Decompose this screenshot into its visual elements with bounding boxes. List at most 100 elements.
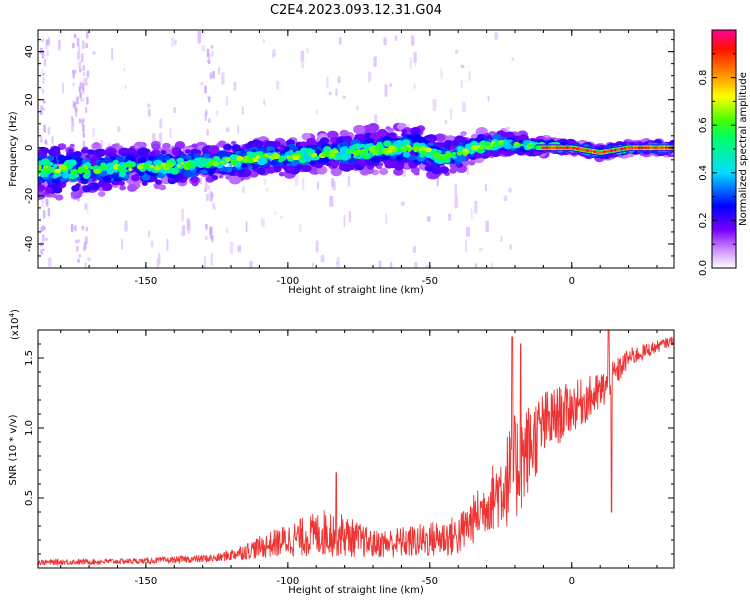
spectral-blob	[555, 146, 559, 150]
spectral-blob	[207, 160, 214, 166]
colorbar-gradient	[712, 30, 736, 268]
noise-speck	[80, 53, 84, 63]
spectral-blob	[402, 151, 411, 158]
noise-speck	[206, 48, 210, 58]
spectral-blob	[451, 151, 457, 156]
spectral-blob	[303, 167, 309, 172]
noise-speck	[45, 199, 49, 205]
snr-ylabel: SNR (10 * v/v)	[8, 414, 19, 485]
spectral-blob	[334, 150, 339, 154]
spectral-blob	[589, 149, 593, 153]
spectral-blob	[137, 164, 144, 170]
noise-speck	[206, 193, 209, 202]
noise-speck	[385, 213, 388, 225]
noise-speck	[204, 235, 208, 241]
spectral-blob	[69, 143, 75, 148]
spectral-blob	[388, 145, 395, 150]
snr-line	[38, 330, 674, 567]
noise-speck	[76, 37, 80, 47]
noise-speck	[208, 96, 211, 103]
noise-speck	[82, 132, 86, 138]
spectral-blob	[261, 154, 266, 158]
spectral-blob	[643, 146, 648, 150]
spectral-blob	[307, 151, 312, 156]
noise-speck	[74, 225, 77, 232]
spectral-blob	[519, 143, 524, 147]
noise-speck	[70, 223, 74, 233]
spectral-blob	[127, 184, 138, 192]
spectral-blob	[410, 134, 421, 143]
noise-speck	[356, 105, 360, 111]
noise-speck	[383, 37, 387, 46]
noise-speck	[87, 257, 91, 262]
spectral-blob	[463, 148, 468, 153]
noise-speck	[85, 43, 88, 49]
noise-speck	[86, 31, 89, 39]
spectral-blob	[324, 150, 330, 154]
spectral-blob	[460, 131, 467, 137]
noise-speck	[79, 91, 82, 99]
snr-scale-prefix: (x10	[10, 317, 21, 340]
spectral-blob	[86, 149, 94, 155]
spectral-blob	[228, 174, 242, 185]
spectral-blob	[251, 148, 257, 153]
noise-speck	[500, 235, 503, 243]
noise-speck	[298, 223, 302, 233]
noise-speck	[328, 91, 332, 95]
noise-speck	[46, 39, 49, 46]
spectral-blob	[454, 135, 465, 144]
spectral-blob	[387, 150, 392, 154]
spectral-blob	[270, 161, 276, 166]
noise-speck	[294, 173, 299, 186]
spectral-blob	[155, 179, 160, 184]
noise-speck	[315, 109, 318, 115]
spectral-blob	[102, 175, 112, 183]
spectral-blob	[394, 162, 404, 171]
spectral-blob	[112, 159, 119, 165]
spectrogram-heatmap	[38, 30, 674, 268]
noise-speck	[47, 127, 51, 135]
spectral-blob	[158, 184, 167, 191]
noise-speck	[187, 221, 191, 234]
spectral-blob	[268, 155, 272, 159]
spectral-blob	[51, 169, 56, 173]
spectral-blob	[562, 146, 566, 150]
noise-speck	[111, 48, 114, 61]
spectral-blob	[311, 154, 315, 158]
spectral-blob	[136, 148, 146, 156]
noise-speck	[42, 107, 45, 111]
noise-speck	[201, 45, 205, 52]
spectral-blob	[151, 143, 161, 151]
noise-speck	[461, 101, 466, 113]
spectral-blob	[58, 159, 65, 164]
noise-speck	[400, 201, 405, 206]
noise-speck	[410, 35, 415, 46]
noise-speck	[215, 110, 219, 116]
spectral-blob	[377, 128, 388, 137]
noise-speck	[44, 141, 48, 145]
noise-speck	[338, 36, 342, 45]
noise-speck	[40, 139, 43, 143]
noise-speck	[212, 70, 215, 79]
spectral-blob	[353, 124, 366, 135]
spectral-blob	[599, 151, 604, 154]
spectral-blob	[183, 170, 193, 178]
spectral-blob	[72, 169, 78, 173]
noise-speck	[427, 216, 431, 222]
spectral-blob	[436, 153, 444, 159]
snr-series	[38, 330, 674, 567]
y-tick-label: 40	[24, 45, 35, 58]
spectral-blob	[572, 146, 576, 150]
spectral-blob	[330, 149, 337, 154]
spectral-blob	[232, 166, 237, 170]
noise-speck	[207, 95, 210, 99]
spectral-blob	[160, 163, 166, 168]
spectral-blob	[245, 143, 253, 149]
spectral-blob	[75, 183, 81, 188]
noise-speck	[208, 118, 211, 124]
noise-speck	[394, 35, 398, 42]
spectral-blob	[551, 146, 556, 150]
noise-speck	[41, 50, 45, 59]
spectral-blob	[218, 140, 225, 146]
spectral-blob	[190, 176, 199, 183]
